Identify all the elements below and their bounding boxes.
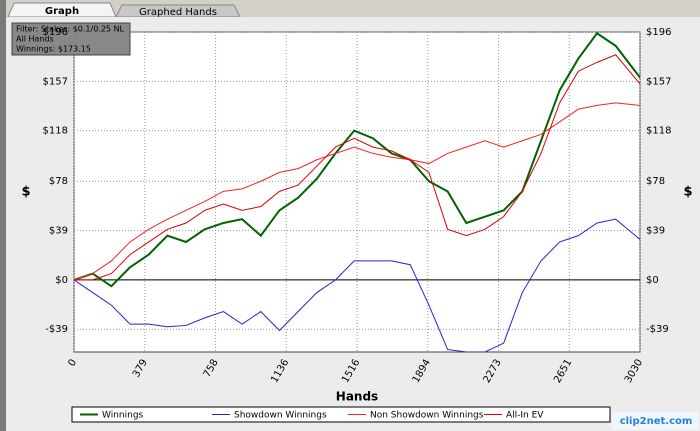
legend-label: Winnings: [102, 411, 144, 421]
y-axis-label: $: [21, 185, 30, 200]
tab-label[interactable]: Graph: [45, 6, 79, 17]
series-line: [74, 54, 640, 281]
x-axis-label: Hands: [336, 390, 378, 404]
y2-tick-label: $39: [646, 226, 665, 237]
legend-label: Showdown Winnings: [234, 411, 327, 421]
y2-tick-label: $157: [646, 76, 671, 87]
series-line: [74, 218, 640, 352]
y2-tick-label: $0: [646, 275, 659, 286]
watermark: clip2net.com: [620, 416, 693, 427]
watermark-box: [612, 412, 698, 430]
y2-tick-label: $118: [646, 126, 671, 137]
filter-text: Filter: Stakes: $0.1/0.25 NL: [16, 25, 125, 34]
filter-text: All Hands: [16, 35, 54, 44]
legend-label: All-In EV: [506, 411, 544, 421]
legend: [71, 406, 611, 423]
y-tick-label: $39: [49, 226, 68, 237]
filter-box: [11, 22, 131, 56]
y2-tick-label: $196: [646, 27, 671, 38]
y-tick-label: $157: [43, 76, 68, 87]
series-line: [74, 102, 640, 281]
y-tick-label: $118: [43, 126, 68, 137]
filter-text: Winnings: $173.15: [16, 45, 91, 54]
tab-label[interactable]: Graphed Hands: [139, 7, 217, 18]
series-line: [74, 32, 640, 288]
left-frame: [0, 0, 6, 431]
x-tick-label: 0: [66, 358, 79, 369]
legend-label: Non Showdown Winnings: [370, 411, 484, 421]
y2-axis-label: $: [683, 185, 692, 200]
y2-tick-label: -$39: [646, 324, 669, 335]
y-tick-label: $0: [55, 275, 68, 286]
y2-tick-label: $78: [646, 176, 665, 187]
y-tick-label: $78: [49, 176, 68, 187]
y-tick-label: $196: [43, 27, 68, 38]
y-tick-label: -$39: [45, 324, 68, 335]
